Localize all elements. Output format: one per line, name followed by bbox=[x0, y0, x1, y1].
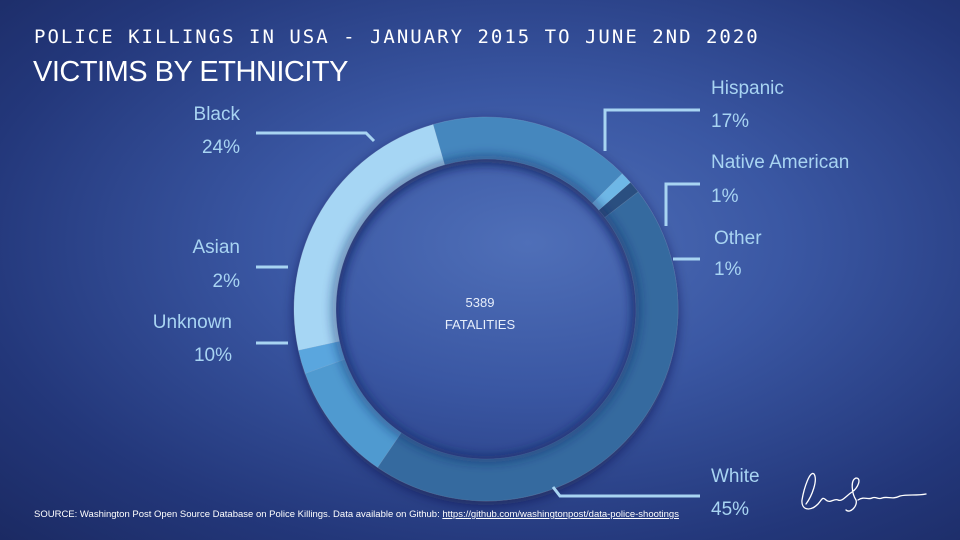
label-name-native-american: Native American bbox=[711, 152, 849, 173]
label-value-unknown: 10% bbox=[194, 345, 232, 366]
label-value-other: 1% bbox=[714, 259, 742, 280]
chart-title: VICTIMS BY ETHNICITY bbox=[33, 56, 348, 88]
label-value-native-american: 1% bbox=[711, 186, 739, 207]
slice-black bbox=[293, 124, 446, 351]
label-name-asian: Asian bbox=[192, 237, 240, 258]
leader-line-white bbox=[551, 486, 700, 498]
label-value-hispanic: 17% bbox=[711, 111, 749, 132]
leader-line-native-american bbox=[664, 182, 700, 226]
label-name-black: Black bbox=[194, 104, 241, 125]
source-link[interactable]: https://github.com/washingtonpost/data-p… bbox=[442, 509, 679, 520]
leader-line-hispanic bbox=[603, 108, 700, 151]
label-value-white: 45% bbox=[711, 499, 749, 520]
label-value-asian: 2% bbox=[213, 271, 241, 292]
donut-inner-shadow bbox=[332, 155, 640, 463]
label-value-black: 24% bbox=[202, 137, 240, 158]
center-label: FATALITIES bbox=[445, 317, 516, 332]
leader-line-black bbox=[256, 131, 376, 143]
label-name-unknown: Unknown bbox=[153, 312, 232, 333]
chart-supertitle: POLICE KILLINGS IN USA - JANUARY 2015 TO… bbox=[34, 26, 760, 48]
signature-icon bbox=[801, 472, 927, 512]
label-name-other: Other bbox=[714, 228, 762, 249]
source-note: SOURCE: Washington Post Open Source Data… bbox=[34, 509, 679, 520]
label-name-white: White bbox=[711, 466, 760, 487]
center-value: 5389 bbox=[466, 295, 495, 310]
label-name-hispanic: Hispanic bbox=[711, 78, 784, 99]
source-text: SOURCE: Washington Post Open Source Data… bbox=[34, 509, 443, 520]
